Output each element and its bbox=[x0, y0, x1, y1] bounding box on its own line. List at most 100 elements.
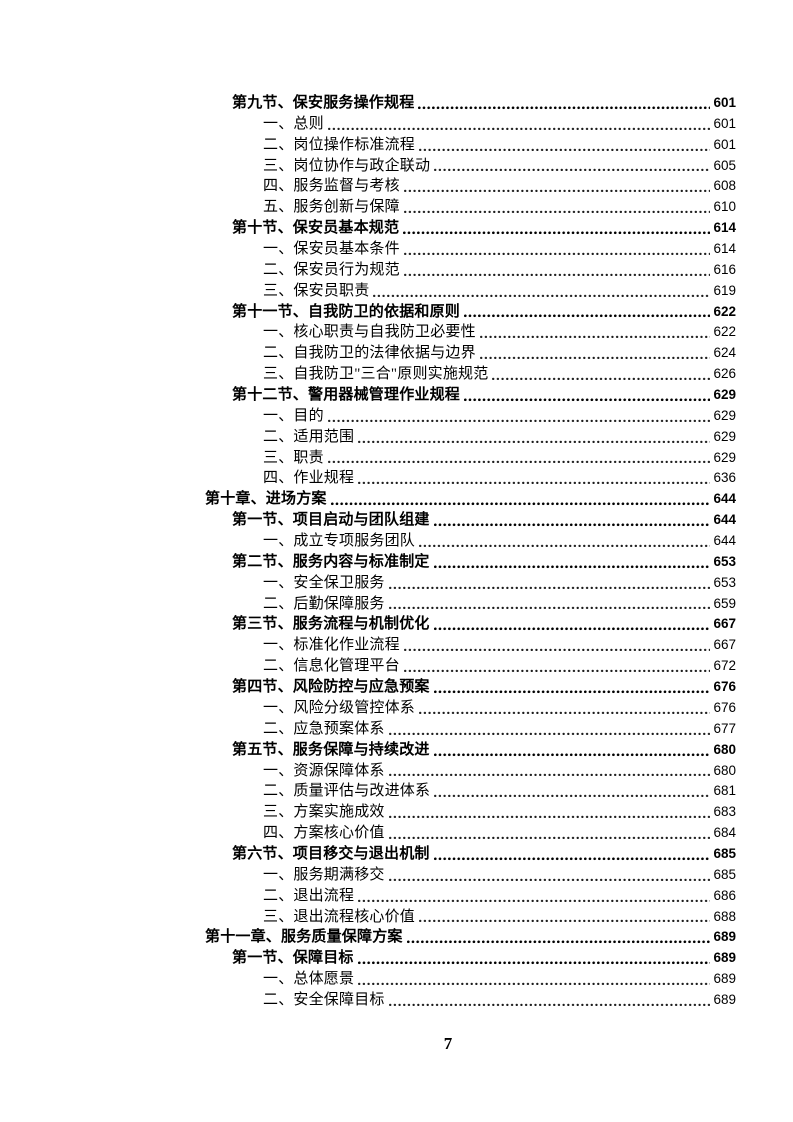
toc-entry-page: 667 bbox=[713, 637, 736, 653]
toc-entry-title: 二、应急预案体系 bbox=[263, 720, 385, 737]
dot-leader bbox=[388, 731, 711, 736]
dot-leader bbox=[403, 648, 711, 653]
dot-leader bbox=[358, 439, 711, 444]
toc-entry-title: 第九节、保安服务操作规程 bbox=[232, 95, 415, 111]
toc-entry-title: 三、退出流程核心价值 bbox=[263, 908, 416, 925]
dot-leader bbox=[388, 1002, 711, 1007]
toc-entry-title: 二、质量评估与改进体系 bbox=[263, 783, 431, 800]
toc-entry-title: 二、安全保障目标 bbox=[263, 991, 385, 1008]
toc-entry-page: 689 bbox=[713, 929, 736, 945]
toc-entry: 第十一章、服务质量保障方案 689 bbox=[0, 927, 736, 948]
toc-entry-page: 676 bbox=[713, 679, 736, 695]
toc-entry: 第一节、项目启动与团队组建 644 bbox=[0, 510, 736, 531]
toc-entry-page: 684 bbox=[713, 825, 736, 841]
toc-entry-title: 二、岗位操作标准流程 bbox=[263, 136, 416, 153]
dot-leader bbox=[479, 356, 711, 361]
dot-leader bbox=[406, 940, 711, 945]
toc-entry-title: 三、保安员职责 bbox=[263, 282, 370, 299]
toc-entry-page: 605 bbox=[713, 157, 736, 173]
toc-entry-page: 608 bbox=[713, 178, 736, 194]
dot-leader bbox=[433, 523, 711, 528]
toc-entry-title: 第一节、保障目标 bbox=[232, 950, 354, 967]
toc-entry: 一、核心职责与自我防卫必要性 622 bbox=[0, 322, 736, 343]
toc-entry: 第四节、风险防控与应急预案 676 bbox=[0, 677, 736, 698]
dot-leader bbox=[433, 689, 711, 694]
toc-entry: 第二节、服务内容与标准制定 653 bbox=[0, 552, 736, 573]
toc-entry-title: 第十一节、自我防卫的依据和原则 bbox=[232, 303, 461, 320]
toc-entry-title: 一、标准化作业流程 bbox=[263, 637, 400, 654]
toc-entry-title: 一、目的 bbox=[263, 407, 324, 424]
dot-leader bbox=[358, 481, 711, 486]
dot-leader bbox=[358, 981, 711, 986]
toc-entry-title: 一、服务期满移交 bbox=[263, 866, 385, 883]
toc-entry: 二、后勤保障服务 659 bbox=[0, 594, 736, 615]
toc-entry: 三、岗位协作与政企联动 605 bbox=[0, 156, 736, 177]
dot-leader bbox=[403, 231, 711, 236]
toc-entry-title: 二、自我防卫的法律依据与边界 bbox=[263, 345, 476, 362]
dot-leader bbox=[357, 961, 711, 966]
toc-entry-page: 672 bbox=[713, 658, 736, 674]
dot-leader bbox=[327, 126, 711, 131]
toc-entry: 一、风险分级管控体系 676 bbox=[0, 698, 736, 719]
toc-entry: 四、作业规程 636 bbox=[0, 468, 736, 489]
toc-entry: 第九节、保安服务操作规程 601 bbox=[0, 93, 736, 114]
toc-entry-page: 601 bbox=[713, 136, 736, 152]
toc-entry-title: 一、总则 bbox=[263, 115, 324, 132]
toc-entry: 第三节、服务流程与机制优化 667 bbox=[0, 614, 736, 635]
toc-entry-title: 第六节、项目移交与退出机制 bbox=[232, 845, 430, 862]
table-of-contents: 第九节、保安服务操作规程 601 一、总则 601 二、岗位操作标准流程 601 三、岗位协… bbox=[0, 93, 736, 1011]
dot-leader bbox=[388, 773, 711, 778]
toc-entry: 二、自我防卫的法律依据与边界 624 bbox=[0, 343, 736, 364]
toc-entry-title: 二、信息化管理平台 bbox=[263, 658, 400, 675]
dot-leader bbox=[358, 898, 711, 903]
dot-leader bbox=[479, 335, 711, 340]
toc-entry-title: 一、资源保障体系 bbox=[263, 762, 385, 779]
toc-entry-page: 622 bbox=[713, 324, 736, 340]
dot-leader bbox=[464, 397, 711, 402]
toc-entry-page: 636 bbox=[713, 470, 736, 486]
dot-leader bbox=[388, 835, 711, 840]
toc-entry: 一、标准化作业流程 667 bbox=[0, 635, 736, 656]
toc-entry: 二、适用范围 629 bbox=[0, 427, 736, 448]
toc-entry-title: 第三节、服务流程与机制优化 bbox=[232, 616, 430, 633]
toc-entry: 一、资源保障体系 680 bbox=[0, 761, 736, 782]
toc-entry-title: 第五节、服务保障与持续改进 bbox=[232, 741, 430, 758]
toc-entry-page: 688 bbox=[713, 908, 736, 924]
toc-entry-page: 629 bbox=[713, 449, 736, 465]
toc-entry: 二、安全保障目标 689 bbox=[0, 990, 736, 1011]
dot-leader bbox=[433, 752, 711, 757]
toc-entry-title: 二、适用范围 bbox=[263, 428, 355, 445]
toc-entry-title: 三、岗位协作与政企联动 bbox=[263, 157, 431, 174]
toc-entry-page: 601 bbox=[713, 115, 736, 131]
toc-entry-page: 610 bbox=[713, 199, 736, 215]
toc-entry-title: 二、保安员行为规范 bbox=[263, 261, 400, 278]
toc-entry: 第一节、保障目标 689 bbox=[0, 948, 736, 969]
toc-entry-page: 626 bbox=[713, 366, 736, 382]
dot-leader bbox=[327, 418, 711, 423]
dot-leader bbox=[403, 669, 711, 674]
toc-entry-title: 三、职责 bbox=[263, 449, 324, 466]
dot-leader bbox=[433, 627, 711, 632]
dot-leader bbox=[388, 585, 711, 590]
toc-entry-page: 644 bbox=[713, 512, 736, 528]
toc-entry: 一、安全保卫服务 653 bbox=[0, 573, 736, 594]
toc-entry: 二、质量评估与改进体系 681 bbox=[0, 781, 736, 802]
toc-entry-title: 第四节、风险防控与应急预案 bbox=[232, 679, 430, 696]
toc-entry-title: 四、作业规程 bbox=[263, 470, 355, 487]
toc-entry-title: 一、成立专项服务团队 bbox=[263, 533, 416, 550]
toc-entry: 第十二节、警用器械管理作业规程 629 bbox=[0, 385, 736, 406]
toc-entry-page: 629 bbox=[713, 428, 736, 444]
toc-entry-page: 629 bbox=[713, 387, 736, 403]
toc-entry-page: 676 bbox=[713, 699, 736, 715]
dot-leader bbox=[419, 919, 711, 924]
toc-entry: 二、岗位操作标准流程 601 bbox=[0, 135, 736, 156]
toc-entry-page: 659 bbox=[713, 595, 736, 611]
toc-entry: 三、退出流程核心价值 688 bbox=[0, 907, 736, 928]
dot-leader bbox=[403, 251, 711, 256]
toc-entry-page: 622 bbox=[713, 303, 736, 319]
toc-entry-title: 第十一章、服务质量保障方案 bbox=[205, 929, 403, 946]
toc-entry: 三、方案实施成效 683 bbox=[0, 802, 736, 823]
dot-leader bbox=[492, 377, 711, 382]
toc-entry: 一、服务期满移交 685 bbox=[0, 865, 736, 886]
toc-entry: 三、职责 629 bbox=[0, 448, 736, 469]
